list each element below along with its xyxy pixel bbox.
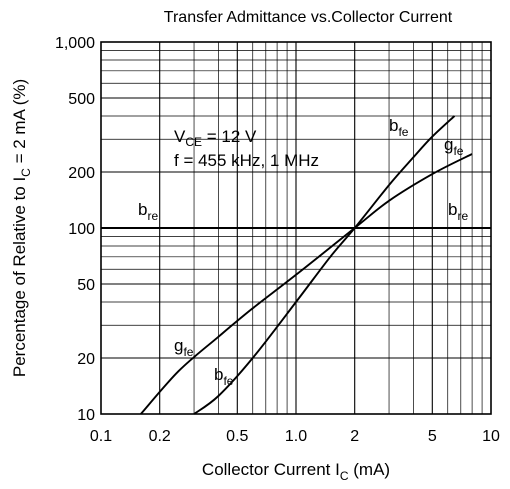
y-tick-label: 1,000	[55, 35, 95, 52]
condition-vce-main: V	[174, 127, 186, 146]
series-label-b-fe: bfe	[389, 116, 409, 139]
y-tick-label: 20	[77, 351, 95, 368]
condition-vce-rest: = 12 V	[202, 127, 257, 146]
x-axis-label-main: Collector Current I	[202, 460, 340, 479]
x-tick-label: 0.2	[149, 428, 171, 445]
x-axis-label-unit: (mA)	[349, 460, 391, 479]
y-tick-label: 200	[68, 165, 95, 182]
y-tick-label: 500	[68, 91, 95, 108]
y-axis-label: Percentage of Relative to IC = 2 mA (%)	[10, 79, 33, 377]
chart-title: Transfer Admittance vs.Collector Current	[164, 9, 453, 26]
y-axis-label-main: Percentage of Relative to I	[10, 177, 29, 377]
x-axis-label: Collector Current IC (mA)	[202, 460, 390, 483]
x-tick-label: 0.1	[90, 428, 112, 445]
series-label-b-re: bre	[448, 200, 468, 223]
x-tick-label: 2	[350, 428, 359, 445]
series-label-b-fe: bfe	[214, 365, 234, 388]
plot-frame	[100, 41, 492, 415]
y-tick-label: 100	[68, 221, 95, 238]
tick-labels: 0.1 0.2 0.5 1.0 2 5 10 10 20 50 100 200 500 1,000	[55, 35, 500, 445]
condition-vce-sub: CE	[185, 135, 202, 149]
series-line-g-fe	[140, 153, 473, 415]
curves	[101, 115, 491, 415]
y-tick-label: 10	[77, 407, 95, 424]
y-axis-label-rest: = 2 mA (%)	[10, 79, 29, 168]
x-tick-label: 5	[428, 428, 437, 445]
series-label-g-fe: gfe	[444, 135, 464, 158]
x-tick-label: 10	[482, 428, 500, 445]
x-tick-label: 1.0	[285, 428, 307, 445]
series-label-g-fe: gfe	[174, 336, 194, 359]
series-label-b-re: bre	[138, 200, 158, 223]
y-tick-label: 50	[77, 277, 95, 294]
x-tick-label: 0.5	[226, 428, 248, 445]
condition-vce: VCE = 12 V	[174, 127, 257, 149]
condition-frequency: f = 455 kHz, 1 MHz	[174, 151, 319, 170]
x-axis-label-sub: C	[340, 469, 349, 483]
y-axis-label-sub: C	[19, 168, 33, 177]
series-line-b-fe	[193, 115, 456, 415]
